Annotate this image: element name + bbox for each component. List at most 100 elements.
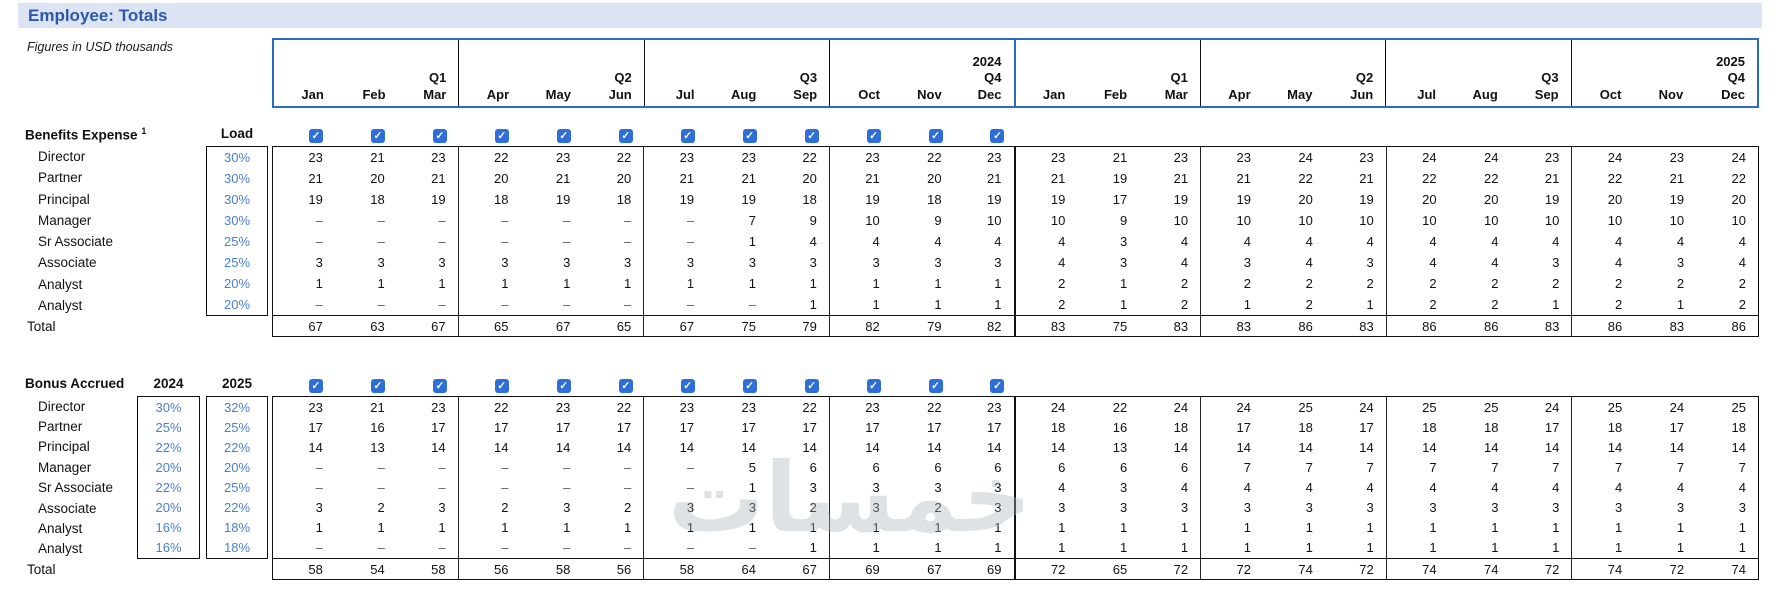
rate-input-value[interactable]: 22%	[223, 439, 251, 455]
toggle-cell	[1635, 128, 1697, 144]
rate-input-value[interactable]: 25%	[223, 255, 251, 270]
month-toggle-checkbox-mar-2024[interactable]	[432, 379, 447, 393]
month-toggle-checkbox-jun-2024[interactable]	[618, 379, 633, 393]
data-cell: 2	[1491, 276, 1499, 291]
month-toggle-checkbox-jan-2024[interactable]	[308, 379, 323, 393]
rate-input-value[interactable]: 30%	[223, 213, 251, 228]
data-cell: 1	[768, 537, 830, 558]
data-cell: 1	[1615, 540, 1623, 556]
data-cell: 24	[1607, 150, 1623, 165]
rate-input-value[interactable]: 16%	[155, 520, 182, 536]
month-toggle-checkbox-jun-2024[interactable]	[618, 129, 633, 143]
data-cell: 4	[1511, 231, 1573, 252]
page-title: Employee: Totals	[28, 6, 168, 25]
toggle-cell	[1387, 378, 1449, 394]
data-cell: 3	[1491, 500, 1499, 516]
rate-input-value[interactable]: 32%	[223, 399, 251, 415]
data-cell: 1	[563, 520, 571, 536]
data-cell: 2	[1325, 273, 1387, 294]
data-cell: 4	[954, 231, 1016, 252]
toggle-cell	[706, 378, 768, 394]
data-cell: 3	[954, 497, 1016, 518]
month-toggle-checkbox-sep-2024[interactable]	[804, 379, 819, 393]
month-toggle-checkbox-dec-2024[interactable]	[990, 379, 1005, 393]
rate-input-value[interactable]: 30%	[155, 399, 182, 415]
month-toggle-checkbox-aug-2024[interactable]	[742, 129, 757, 143]
data-cell: –	[397, 294, 459, 315]
month-toggle-checkbox-mar-2024[interactable]	[432, 129, 447, 143]
rate-input-value[interactable]: 25%	[223, 480, 251, 496]
benefits-total-label: Total	[27, 319, 56, 334]
month-toggle-checkbox-nov-2024[interactable]	[928, 129, 943, 143]
data-cell: 5	[748, 459, 756, 475]
total-cell: 86	[1484, 318, 1499, 334]
benefits-load-rates-box: 30% 30% 30% 30% 25% 25% 20% 20%	[206, 146, 268, 316]
data-cell: 23	[954, 147, 1016, 168]
month-toggle-checkbox-aug-2024[interactable]	[742, 379, 757, 393]
month-toggle-checkbox-nov-2024[interactable]	[928, 379, 943, 393]
data-cell: 25	[1422, 399, 1437, 415]
month-toggle-checkbox-apr-2024[interactable]	[494, 129, 509, 143]
month-label: May	[545, 87, 571, 102]
month-toggle-checkbox-jul-2024[interactable]	[680, 129, 695, 143]
month-toggle-checkbox-apr-2024[interactable]	[494, 379, 509, 393]
rate-input-value[interactable]: 22%	[155, 480, 182, 496]
data-cell: 19	[741, 192, 756, 207]
total-cell: 75	[741, 318, 756, 334]
rate-input-value[interactable]: 25%	[155, 419, 182, 435]
data-cell: 19	[1669, 192, 1685, 207]
total-cell: 58	[308, 561, 323, 577]
rate-input-value[interactable]: 18%	[223, 540, 251, 556]
column-header-oct-2025: Oct	[1572, 40, 1634, 106]
rate-input-value[interactable]: 22%	[155, 439, 182, 455]
month-toggle-checkbox-sep-2024[interactable]	[804, 129, 819, 143]
data-cell: 21	[1112, 150, 1128, 165]
month-label: Jan	[1042, 87, 1066, 102]
data-cell: 2	[1738, 276, 1746, 291]
data-cell: 7	[1511, 457, 1573, 478]
rate-input-value[interactable]: 20%	[223, 297, 251, 312]
rate-input-value[interactable]: 20%	[155, 459, 182, 475]
month-toggle-checkbox-jan-2024[interactable]	[308, 129, 323, 143]
rate-input-value[interactable]: 16%	[155, 540, 182, 556]
data-cell: 22	[927, 150, 942, 165]
data-cell: 1	[934, 520, 942, 536]
total-cell: 58	[555, 561, 571, 577]
rate-input-value[interactable]: 25%	[223, 234, 251, 249]
data-cell: –	[397, 231, 459, 252]
month-toggle-checkbox-jul-2024[interactable]	[680, 379, 695, 393]
data-cell: 19	[954, 189, 1016, 210]
column-header-jun-2025: Q2 Jun	[1324, 40, 1387, 106]
toggle-cell	[644, 128, 706, 144]
month-toggle-checkbox-oct-2024[interactable]	[866, 379, 881, 393]
month-toggle-checkbox-may-2024[interactable]	[556, 129, 571, 143]
data-cell: 23	[555, 150, 571, 165]
data-cell: 4	[1511, 477, 1573, 498]
month-toggle-checkbox-dec-2024[interactable]	[990, 129, 1005, 143]
data-cell: 23	[954, 397, 1016, 418]
month-toggle-checkbox-feb-2024[interactable]	[370, 379, 385, 393]
rate-input-value[interactable]: 18%	[223, 520, 251, 536]
rate-input-value[interactable]: 20%	[223, 276, 251, 291]
total-cell: 83	[1139, 316, 1202, 336]
rate-input-value[interactable]: 30%	[223, 192, 251, 207]
column-header-sep-2024: Q3 Sep	[768, 40, 831, 106]
data-cell: 2	[934, 500, 942, 516]
month-toggle-checkbox-may-2024[interactable]	[556, 379, 571, 393]
rate-input-value[interactable]: 20%	[223, 459, 251, 475]
rate-input-value[interactable]: 22%	[223, 500, 251, 516]
rate-input-value[interactable]: 30%	[223, 150, 251, 165]
units-note: Figures in USD thousands	[27, 40, 173, 54]
month-toggle-checkbox-feb-2024[interactable]	[370, 129, 385, 143]
data-cell: 1	[501, 520, 509, 536]
total-cell: 65	[494, 318, 509, 334]
rate-input-value[interactable]: 20%	[155, 500, 182, 516]
month-label: Apr	[1228, 87, 1251, 102]
data-cell: 3	[768, 477, 830, 498]
total-cell: 72	[1325, 559, 1387, 579]
rate-input-value[interactable]: 25%	[223, 419, 251, 435]
data-cell: –	[377, 297, 385, 312]
rate-input-value[interactable]: 30%	[223, 171, 251, 186]
data-cell: 7	[1491, 459, 1499, 475]
month-toggle-checkbox-oct-2024[interactable]	[866, 129, 881, 143]
